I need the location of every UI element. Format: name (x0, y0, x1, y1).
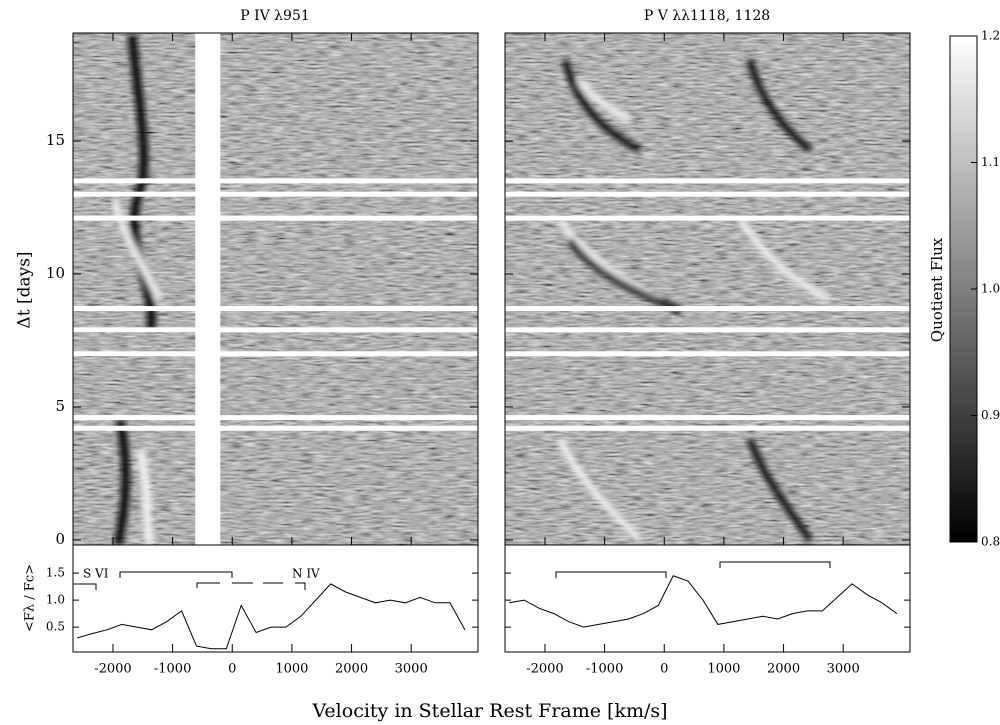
x-tick-label: 1000 (275, 662, 308, 677)
data-gap (505, 306, 910, 312)
panel-title: P V λλ1118, 1128 (644, 8, 770, 24)
x-tick-label: -1000 (154, 662, 191, 677)
colorbar-tick-label: 0.8 (981, 535, 1000, 549)
data-gap (505, 327, 910, 333)
colorbar-tick-label: 1.0 (981, 282, 1000, 296)
x-tick-label: 2000 (767, 662, 800, 677)
data-gap (505, 425, 910, 431)
profile-y-label: <Fλ / Fc> (23, 564, 38, 632)
multiplet-markers (73, 561, 831, 590)
mean-profile (509, 575, 898, 628)
dynamic-spectrum-texture (505, 33, 910, 545)
masked-region (195, 33, 221, 545)
x-tick-label: 0 (228, 662, 236, 677)
data-gap (73, 415, 478, 421)
mean-profile (77, 583, 466, 650)
data-gap (73, 306, 478, 312)
x-tick-label: 1000 (707, 662, 740, 677)
x-tick-label: 3000 (827, 662, 860, 677)
data-gap (505, 351, 910, 357)
profile-y-tick-label: 1.0 (46, 593, 65, 607)
colorbar-tick-label: 1.1 (981, 155, 1000, 169)
data-gap (73, 191, 478, 197)
x-tick-label: 3000 (395, 662, 428, 677)
colorbar-tick-label: 0.9 (981, 408, 1000, 422)
x-tick-label: -2000 (526, 662, 563, 677)
dynamic-spectrum-texture (73, 33, 478, 545)
data-gap (505, 215, 910, 221)
y-tick-label: 10 (46, 264, 65, 282)
panel-frame (504, 32, 911, 653)
panel-title: P IV λ951 (240, 8, 310, 24)
colorbar-label: Quotient Flux (928, 237, 946, 342)
x-axis-label: Velocity in Stellar Rest Frame [km/s] (311, 700, 667, 722)
annotation: N IV (292, 567, 320, 581)
colorbar-tick-label: 1.2 (981, 29, 1000, 43)
panel-frame (72, 32, 479, 653)
profile-y-tick-label: 0.5 (46, 620, 65, 634)
data-gap (73, 351, 478, 357)
y-tick-label: 5 (55, 397, 65, 415)
data-gap (73, 215, 478, 221)
y-axis-label: Δt [days] (15, 251, 35, 328)
x-tick-label: -1000 (586, 662, 623, 677)
annotation: S VI (83, 567, 109, 581)
x-tick-label: 2000 (335, 662, 368, 677)
data-gap (505, 415, 910, 421)
data-gap (505, 178, 910, 184)
x-tick-label: 0 (660, 662, 668, 677)
data-gap (73, 327, 478, 333)
data-gap (505, 191, 910, 197)
y-tick-label: 0 (55, 530, 65, 548)
data-gap (73, 178, 478, 184)
x-tick-label: -2000 (94, 662, 131, 677)
y-tick-label: 15 (46, 131, 65, 149)
data-gap (73, 425, 478, 431)
profile-y-tick-label: 1.5 (46, 566, 65, 580)
